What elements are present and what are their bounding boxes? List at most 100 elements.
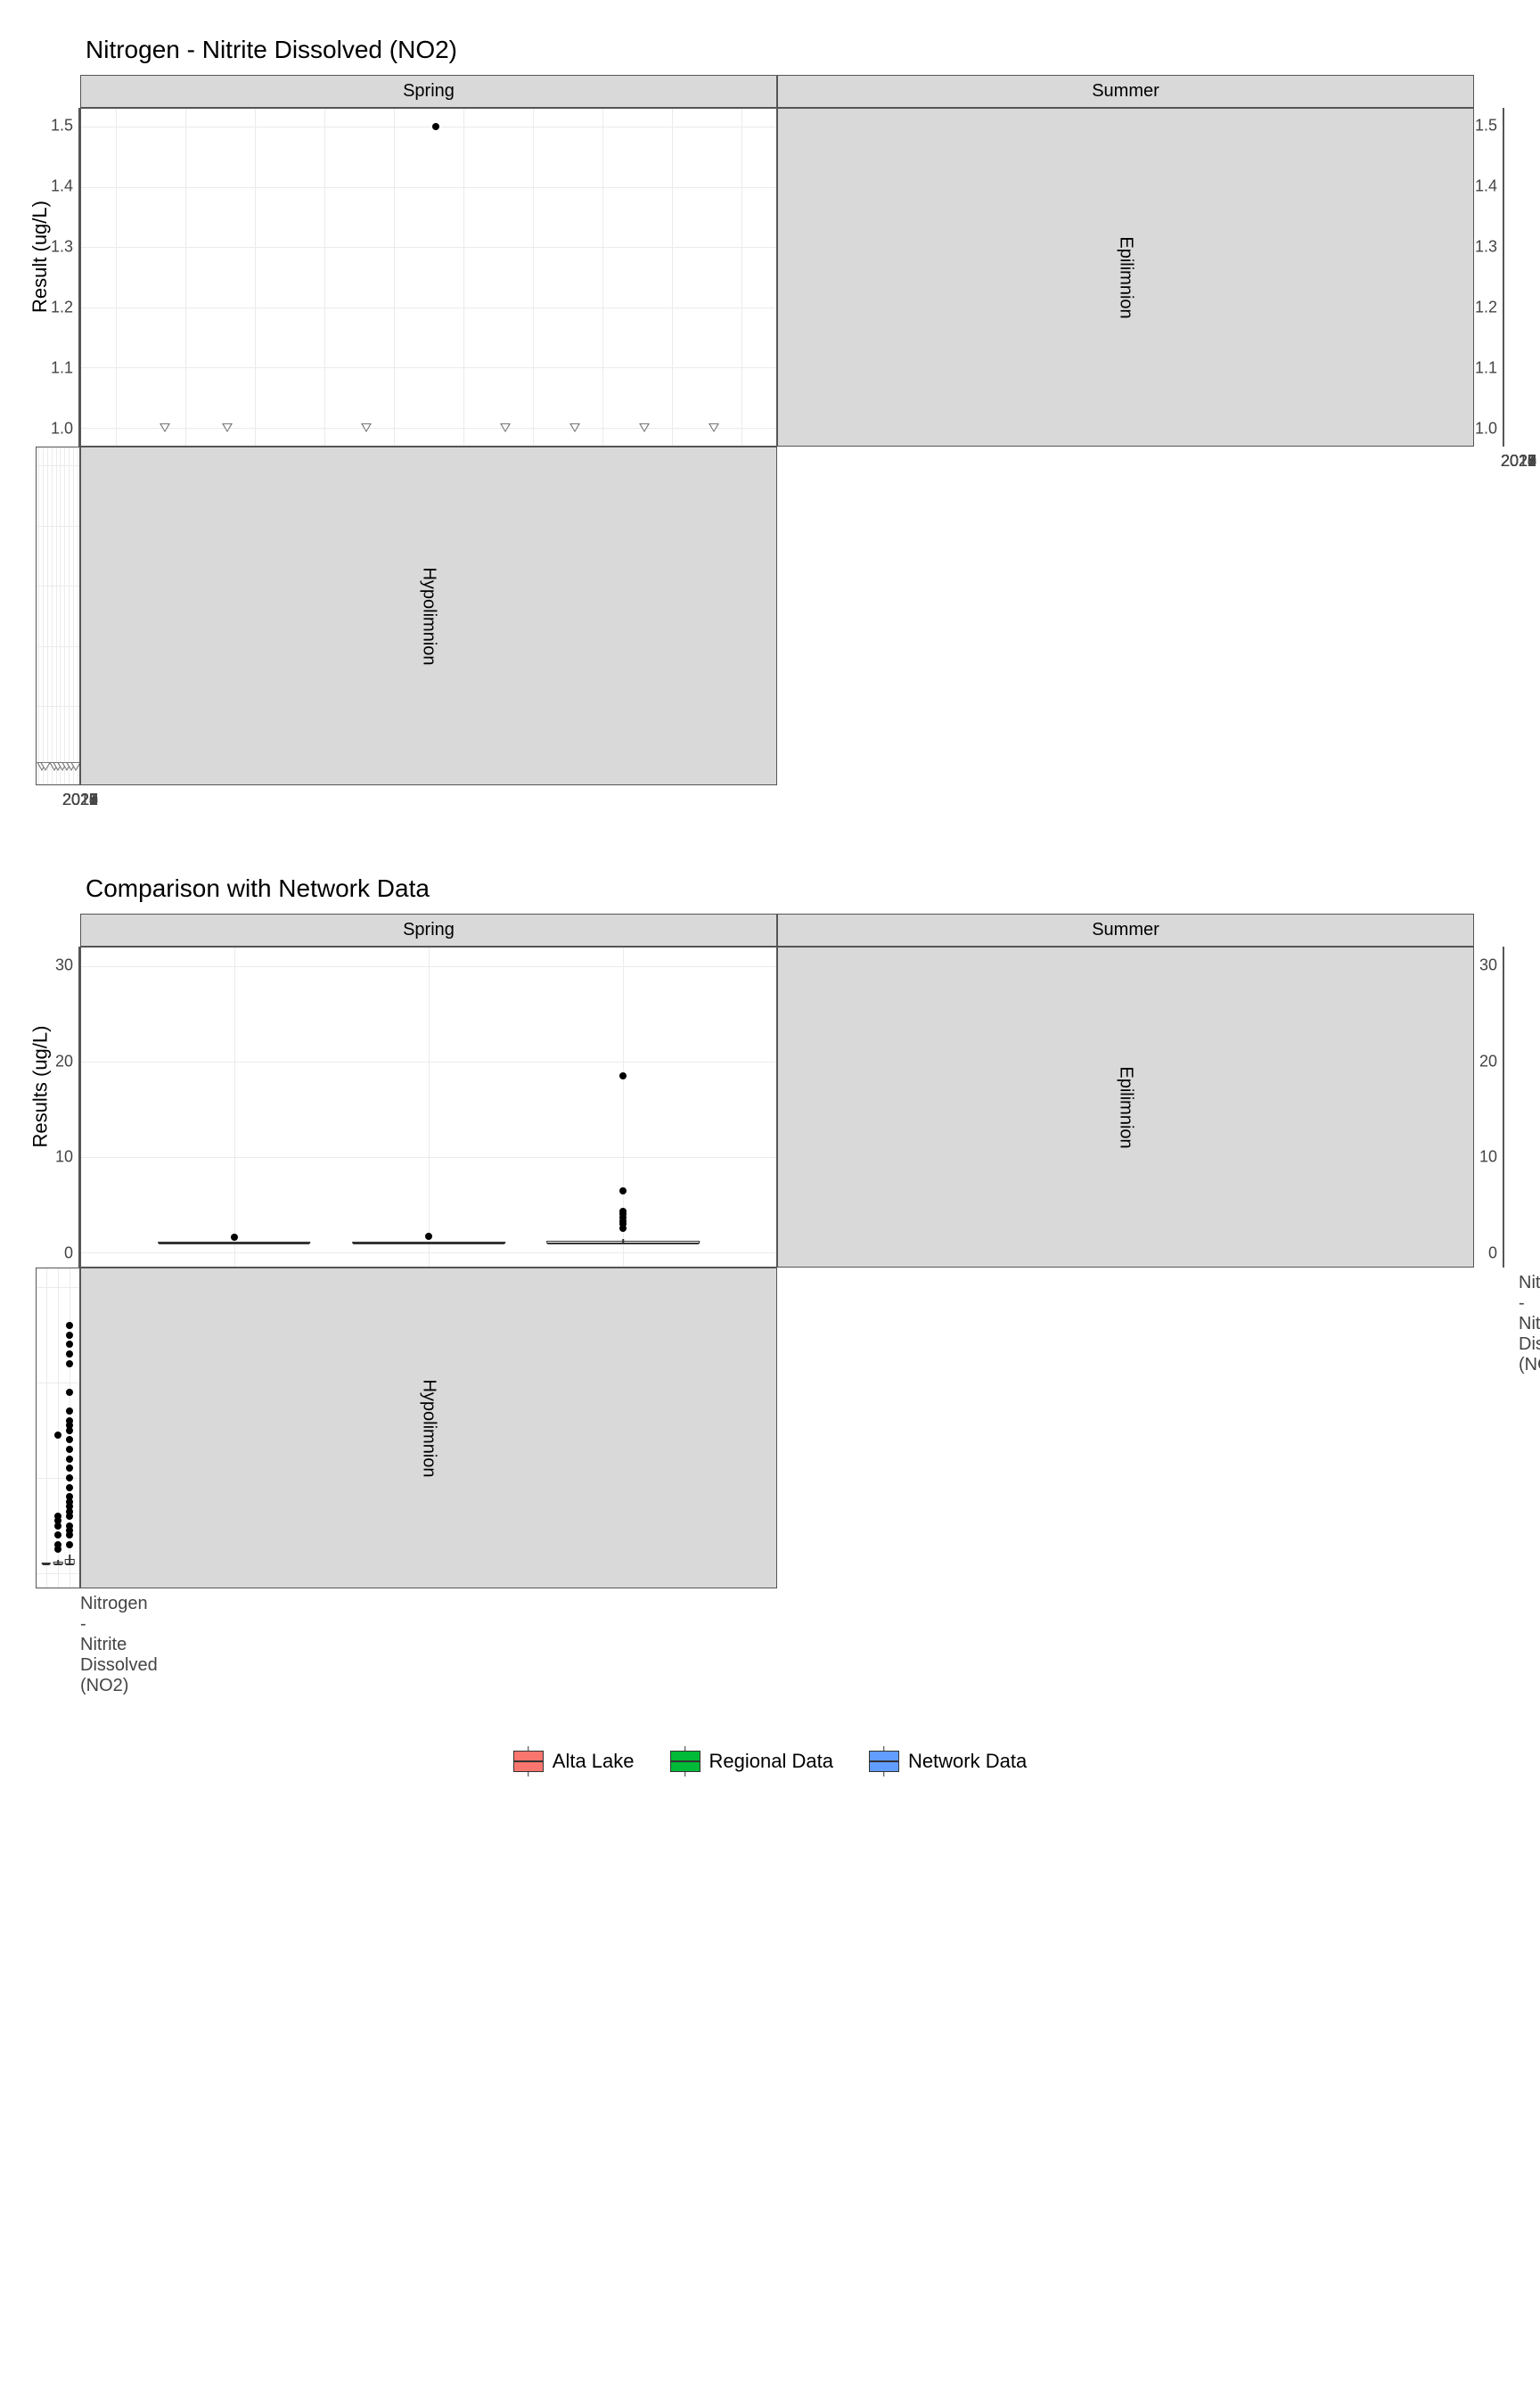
censored-marker <box>1503 423 1504 432</box>
outlier-point <box>1503 1225 1504 1232</box>
outlier-point <box>619 1208 627 1215</box>
legend-item-network-data: Network Data <box>869 1750 1027 1773</box>
panel-spring-hypolimnion <box>1503 108 1504 447</box>
chart2-title: Comparison with Network Data <box>86 874 1504 903</box>
outlier-point <box>1503 1149 1504 1156</box>
box-0 <box>158 1242 311 1243</box>
row-strip-hypolimnion: Hypolimnion <box>80 447 777 785</box>
outlier-point <box>66 1436 73 1443</box>
col-strip-spring: Spring <box>80 914 777 947</box>
outlier-point <box>54 1541 61 1548</box>
censored-marker <box>500 423 511 432</box>
box-0 <box>1503 1242 1504 1243</box>
col-strip-spring: Spring <box>80 75 777 108</box>
censored-marker <box>1503 423 1504 432</box>
box-2 <box>1503 1240 1504 1243</box>
outlier-point <box>54 1432 61 1439</box>
outlier-point <box>66 1446 73 1453</box>
outlier-point <box>66 1332 73 1339</box>
outlier-point <box>1503 1182 1504 1189</box>
y-axis-label: Result (ug/L) <box>27 102 53 411</box>
outlier-point <box>66 1484 73 1491</box>
outlier-point <box>66 1493 73 1500</box>
outlier-point <box>619 1187 627 1194</box>
outlier-point <box>66 1522 73 1530</box>
legend-key-icon <box>513 1751 544 1772</box>
panel-summer-hypolimnion <box>36 447 80 785</box>
outlier-point <box>1503 1210 1504 1218</box>
row-strip-epilimnion: Epilimnion <box>777 947 1474 1268</box>
chart-no2-timeseries: Nitrogen - Nitrite Dissolved (NO2) Sprin… <box>36 36 1504 821</box>
outlier-point <box>1503 1087 1504 1094</box>
outlier-point <box>1503 1220 1504 1227</box>
outlier-point <box>54 1513 61 1520</box>
y-axis-label: Results (ug/L) <box>27 940 53 1232</box>
outlier-point <box>1503 1230 1504 1237</box>
col-strip-summer: Summer <box>777 75 1474 108</box>
censored-marker <box>1503 423 1504 432</box>
legend-label: Network Data <box>908 1750 1027 1773</box>
outlier-point <box>1503 1202 1504 1209</box>
panel-spring-hypolimnion <box>1503 947 1504 1268</box>
panel-summer-hypolimnion <box>36 1268 80 1588</box>
box-1 <box>352 1242 505 1243</box>
censored-marker <box>70 762 80 771</box>
box-1 <box>53 1562 63 1564</box>
chart2-facet-grid: SpringSummer0102030Epilimnion0102030Hypo… <box>36 914 1504 1696</box>
outlier-point <box>1503 1177 1504 1185</box>
outlier-point <box>66 1322 73 1329</box>
outlier-point <box>619 1072 627 1079</box>
panel-summer-epilimnion <box>80 947 777 1268</box>
outlier-point <box>66 1389 73 1396</box>
legend-item-alta-lake: Alta Lake <box>513 1750 635 1773</box>
censored-marker <box>361 423 372 432</box>
box-whisker <box>1503 1242 1504 1243</box>
chart1-facet-grid: SpringSummer1.01.11.21.31.41.5Epilimnion… <box>36 75 1504 821</box>
outlier-point <box>1503 1210 1504 1218</box>
outlier-point <box>66 1350 73 1358</box>
outlier-point <box>66 1474 73 1481</box>
outlier-point <box>66 1407 73 1415</box>
censored-marker <box>1503 423 1504 432</box>
legend-label: Alta Lake <box>553 1750 635 1773</box>
censored-marker <box>709 423 719 432</box>
chart1-title: Nitrogen - Nitrite Dissolved (NO2) <box>86 36 1504 64</box>
box-0 <box>41 1563 51 1564</box>
outlier-point <box>66 1417 73 1424</box>
box-1 <box>1503 1242 1504 1243</box>
censored-marker <box>222 423 233 432</box>
outlier-point <box>425 1233 432 1240</box>
outlier-point <box>231 1234 238 1241</box>
data-point <box>432 123 439 130</box>
outlier-point <box>66 1341 73 1348</box>
outlier-point <box>54 1531 61 1539</box>
row-strip-epilimnion: Epilimnion <box>777 108 1474 447</box>
row-strip-hypolimnion: Hypolimnion <box>80 1268 777 1588</box>
chart-network-comparison: Comparison with Network Data SpringSumme… <box>36 874 1504 1696</box>
box-whisker <box>1503 1238 1504 1243</box>
censored-marker <box>569 423 580 432</box>
legend-key-icon <box>869 1751 899 1772</box>
censored-marker <box>160 423 170 432</box>
col-strip-summer: Summer <box>777 914 1474 947</box>
legend-key-icon <box>670 1751 700 1772</box>
outlier-point <box>1503 1225 1504 1232</box>
censored-marker <box>1503 423 1504 432</box>
outlier-point <box>1503 1163 1504 1170</box>
outlier-point <box>66 1465 73 1472</box>
outlier-point <box>66 1360 73 1367</box>
outlier-point <box>66 1456 73 1463</box>
censored-marker <box>639 423 650 432</box>
box-whisker <box>1503 1242 1504 1243</box>
legend-item-regional-data: Regional Data <box>670 1750 833 1773</box>
box-2 <box>65 1559 75 1564</box>
box-2 <box>547 1241 700 1243</box>
outlier-point <box>1503 1220 1504 1227</box>
outlier-point <box>1503 1172 1504 1179</box>
outlier-point <box>1503 958 1504 965</box>
legend-label: Regional Data <box>709 1750 833 1773</box>
outlier-point <box>66 1541 73 1548</box>
legend: Alta Lake Regional Data Network Data <box>36 1750 1504 1773</box>
outlier-point <box>1503 1153 1504 1161</box>
panel-summer-epilimnion <box>80 108 777 447</box>
